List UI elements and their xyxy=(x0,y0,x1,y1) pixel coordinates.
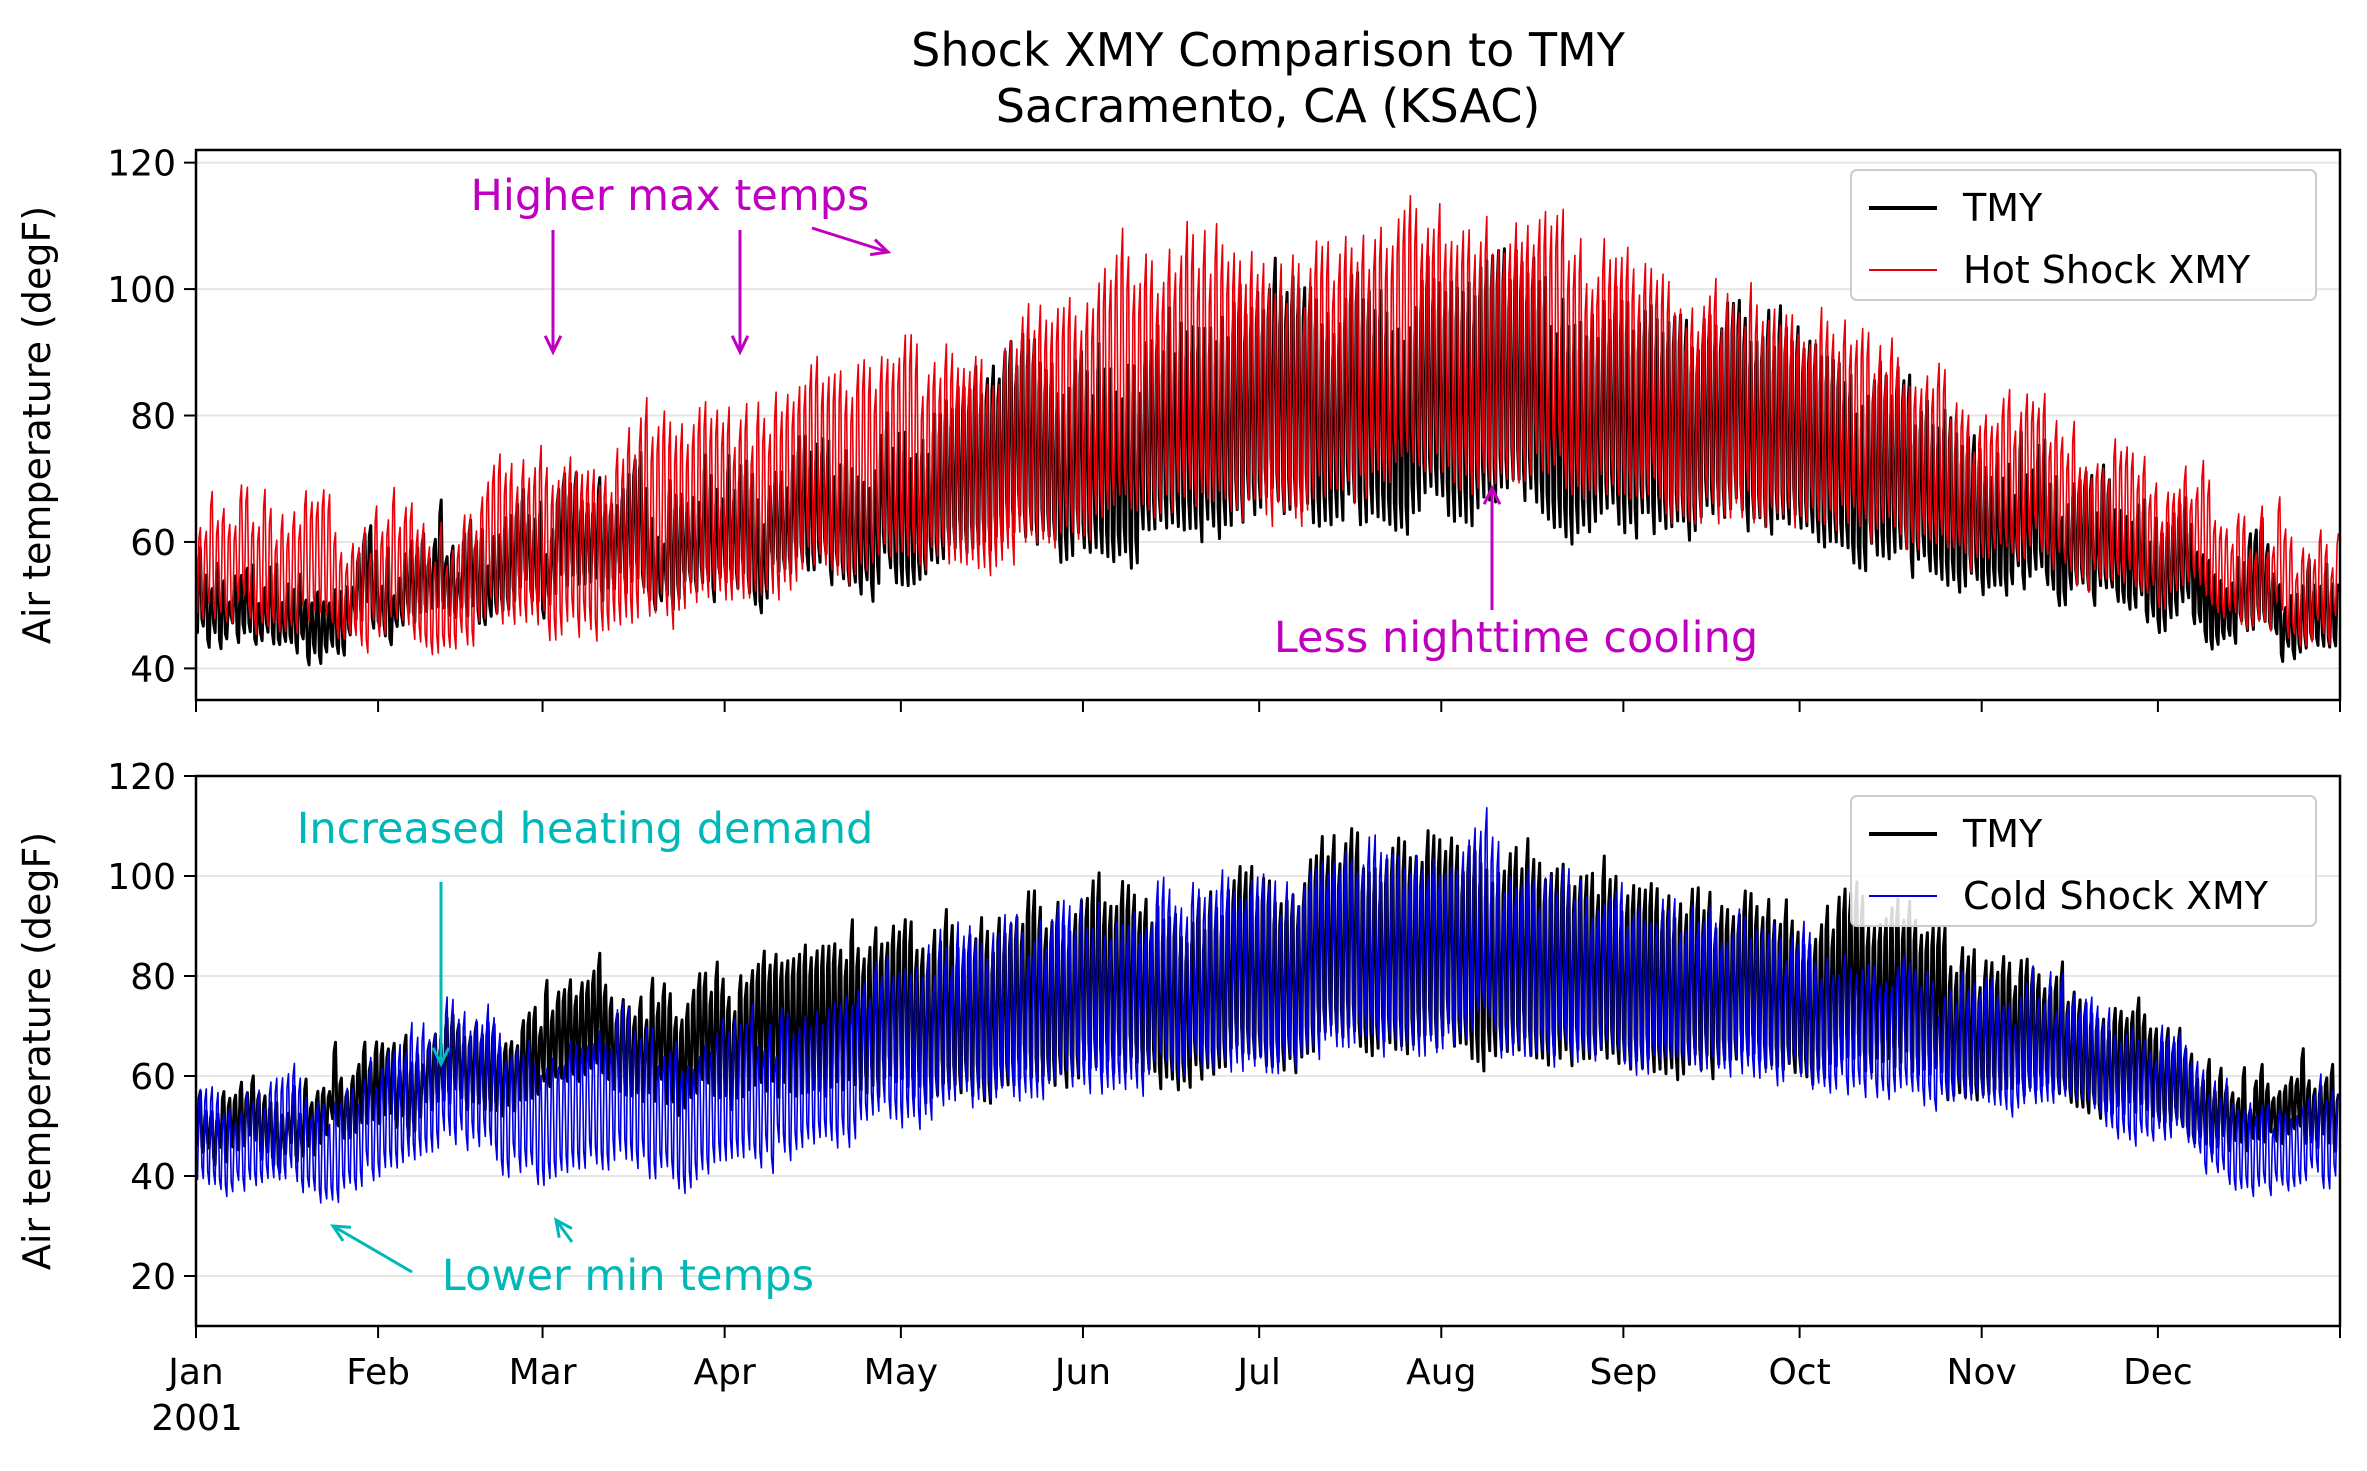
legend-entry: Hot Shock XMY xyxy=(1963,248,2251,292)
annotation-arrow xyxy=(554,1219,574,1243)
legend-entry: Cold Shock XMY xyxy=(1963,874,2269,918)
annotation-less-nighttime-cooling: Less nighttime cooling xyxy=(1274,613,1758,663)
legend: TMY Hot Shock XMY xyxy=(1850,169,2317,301)
series-lines xyxy=(196,195,2340,667)
x-year-label: 2001 xyxy=(151,1398,243,1439)
x-tick-label: Jun xyxy=(1053,1352,1111,1393)
legend: TMY Cold Shock XMY xyxy=(1850,795,2317,927)
y-tick-label: 40 xyxy=(130,1157,176,1198)
annotation-higher-max-temps: Higher max temps xyxy=(471,171,870,221)
annotation-arrow xyxy=(332,1224,413,1274)
x-tick-label: Sep xyxy=(1589,1352,1657,1393)
x-tick-label: Oct xyxy=(1768,1352,1830,1393)
x-tick-label: Mar xyxy=(509,1352,577,1393)
figure-title: Shock XMY Comparison to TMY Sacramento, … xyxy=(911,23,1626,133)
y-tick-label: 20 xyxy=(130,1257,176,1298)
bottom-panel-cold-shock: 20 40 60 80 100 120 Air temperature (degF) TMY C… xyxy=(15,757,2342,1338)
y-tick-label: 120 xyxy=(107,757,176,798)
legend-box xyxy=(1850,795,2317,927)
legend-entry: TMY xyxy=(1962,812,2043,856)
annotation-arrowhead xyxy=(730,335,750,356)
top-panel-hot-shock: 40 60 80 100 120 Air temperature (degF) TMY Hot… xyxy=(15,144,2342,712)
x-tick-label: Feb xyxy=(346,1352,410,1393)
annotation-arrowhead xyxy=(553,1217,573,1238)
y-tick-label: 60 xyxy=(130,523,176,564)
y-tick-label: 120 xyxy=(107,144,176,185)
x-tick-label: Aug xyxy=(1406,1352,1476,1393)
legend-box xyxy=(1850,169,2317,301)
figure-title-line-1: Shock XMY Comparison to TMY xyxy=(911,23,1626,77)
annotation-arrowhead xyxy=(1482,484,1502,505)
y-tick-label: 80 xyxy=(130,957,176,998)
x-axis-month-labels: Jan Feb Mar Apr May Jun Jul Aug Sep Oct Nov Dec xyxy=(166,1352,2192,1393)
x-tick-label: Jan xyxy=(166,1352,224,1393)
x-tick-label: Dec xyxy=(2123,1352,2193,1393)
series-lines xyxy=(196,807,2340,1204)
annotation-lower-min-temps: Lower min temps xyxy=(442,1251,814,1301)
y-tick-label: 60 xyxy=(130,1057,176,1098)
y-tick-label: 100 xyxy=(107,270,176,311)
axes-frame xyxy=(194,148,2342,702)
annotation-arrowhead xyxy=(543,335,563,356)
y-tick-label: 100 xyxy=(107,857,176,898)
y-tick-label: 40 xyxy=(130,649,176,690)
series-line-cold-shock-xmy xyxy=(196,807,2340,1204)
axes-frame xyxy=(194,774,2342,1328)
x-tick-label: May xyxy=(864,1352,938,1393)
y-axis-label: Air temperature (degF) xyxy=(15,206,59,644)
x-tick-label: Apr xyxy=(694,1352,756,1393)
x-tick-label: Nov xyxy=(1947,1352,2017,1393)
series-line-hot-shock-xmy xyxy=(196,195,2340,656)
annotation-arrow xyxy=(811,226,889,254)
figure-title-line-2: Sacramento, CA (KSAC) xyxy=(996,79,1541,133)
y-tick-label: 80 xyxy=(130,397,176,438)
annotation-arrowhead xyxy=(431,1047,451,1068)
x-tick-label: Jul xyxy=(1235,1352,1280,1393)
annotation-arrowhead xyxy=(869,238,892,257)
annotation-increased-heating-demand: Increased heating demand xyxy=(297,804,874,854)
y-axis-label: Air temperature (degF) xyxy=(15,832,59,1270)
legend-entry: TMY xyxy=(1962,186,2043,230)
annotation-arrowhead xyxy=(330,1224,352,1242)
